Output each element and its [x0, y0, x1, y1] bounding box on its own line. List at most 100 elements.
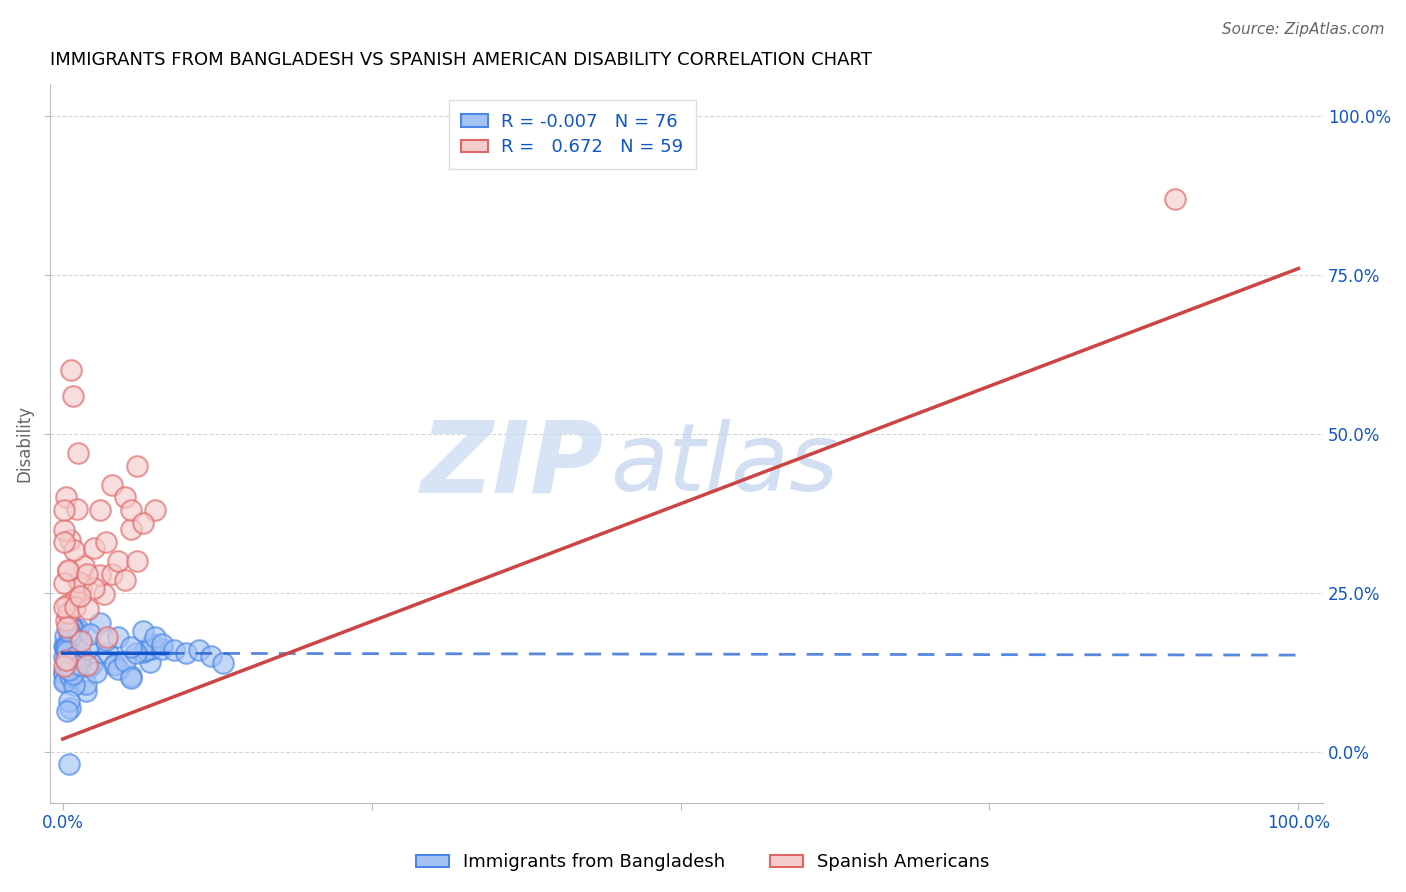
Point	[56, 598, 79, 612]
Point	[65, 662, 87, 676]
Point	[76, 684, 98, 698]
Point	[76, 566, 98, 581]
Point	[52, 524, 75, 538]
Point	[76, 641, 98, 656]
Text: atlas: atlas	[610, 419, 838, 510]
Point	[55, 640, 77, 655]
Text: Source: ZipAtlas.com: Source: ZipAtlas.com	[1222, 22, 1385, 37]
Point	[86, 665, 108, 679]
Point	[1164, 192, 1187, 206]
Point	[62, 678, 84, 692]
Point	[56, 704, 79, 718]
Point	[120, 671, 142, 685]
Point	[55, 653, 77, 667]
Point	[58, 564, 80, 578]
Point	[83, 541, 105, 556]
Point	[150, 641, 173, 656]
Point	[93, 587, 115, 601]
Point	[94, 633, 117, 648]
Point	[52, 640, 75, 654]
Point	[132, 516, 155, 530]
Point	[141, 641, 163, 656]
Point	[89, 503, 111, 517]
Point	[56, 644, 79, 658]
Point	[114, 654, 136, 668]
Point	[59, 533, 82, 547]
Point	[66, 632, 89, 647]
Point	[145, 630, 167, 644]
Point	[131, 645, 153, 659]
Point	[73, 558, 96, 573]
Y-axis label: Disability: Disability	[15, 405, 32, 482]
Point	[69, 648, 91, 662]
Point	[58, 563, 80, 577]
Point	[58, 662, 80, 676]
Point	[56, 659, 79, 673]
Point	[69, 590, 91, 604]
Point	[58, 757, 80, 772]
Point	[65, 623, 87, 637]
Point	[125, 458, 148, 473]
Point	[83, 581, 105, 595]
Legend: R = -0.007   N = 76, R =   0.672   N = 59: R = -0.007 N = 76, R = 0.672 N = 59	[449, 100, 696, 169]
Point	[89, 616, 111, 631]
Point	[56, 655, 79, 669]
Point	[53, 629, 76, 643]
Point	[55, 637, 77, 651]
Point	[120, 503, 142, 517]
Point	[145, 503, 167, 517]
Point	[120, 640, 142, 654]
Point	[60, 659, 83, 673]
Point	[101, 477, 124, 491]
Point	[125, 554, 148, 568]
Point	[60, 363, 83, 377]
Point	[58, 694, 80, 708]
Point	[67, 575, 90, 590]
Point	[75, 677, 97, 691]
Point	[107, 630, 129, 644]
Point	[52, 503, 75, 517]
Point	[56, 646, 79, 660]
Point	[53, 674, 76, 689]
Point	[52, 576, 75, 591]
Point	[58, 624, 80, 638]
Point	[58, 625, 80, 640]
Point	[125, 646, 148, 660]
Legend: Immigrants from Bangladesh, Spanish Americans: Immigrants from Bangladesh, Spanish Amer…	[409, 847, 997, 879]
Point	[104, 657, 127, 671]
Point	[120, 669, 142, 683]
Point	[66, 622, 89, 636]
Point	[52, 658, 75, 673]
Point	[76, 657, 98, 672]
Point	[59, 669, 82, 683]
Point	[96, 630, 118, 644]
Point	[132, 624, 155, 638]
Point	[58, 701, 80, 715]
Point	[97, 646, 120, 660]
Point	[66, 446, 89, 460]
Point	[187, 643, 209, 657]
Text: ZIP: ZIP	[420, 417, 605, 514]
Point	[70, 580, 93, 594]
Point	[77, 602, 100, 616]
Point	[114, 573, 136, 587]
Point	[141, 637, 163, 651]
Point	[53, 640, 76, 654]
Point	[60, 621, 83, 635]
Point	[59, 653, 82, 667]
Point	[107, 662, 129, 676]
Point	[65, 648, 87, 663]
Point	[101, 566, 124, 581]
Point	[58, 640, 80, 655]
Point	[77, 660, 100, 674]
Point	[163, 643, 186, 657]
Point	[59, 673, 82, 687]
Point	[62, 389, 84, 403]
Point	[65, 592, 87, 607]
Point	[58, 655, 80, 669]
Point	[58, 663, 80, 677]
Point	[52, 535, 75, 549]
Point	[52, 667, 75, 681]
Point	[53, 674, 76, 689]
Point	[107, 554, 129, 568]
